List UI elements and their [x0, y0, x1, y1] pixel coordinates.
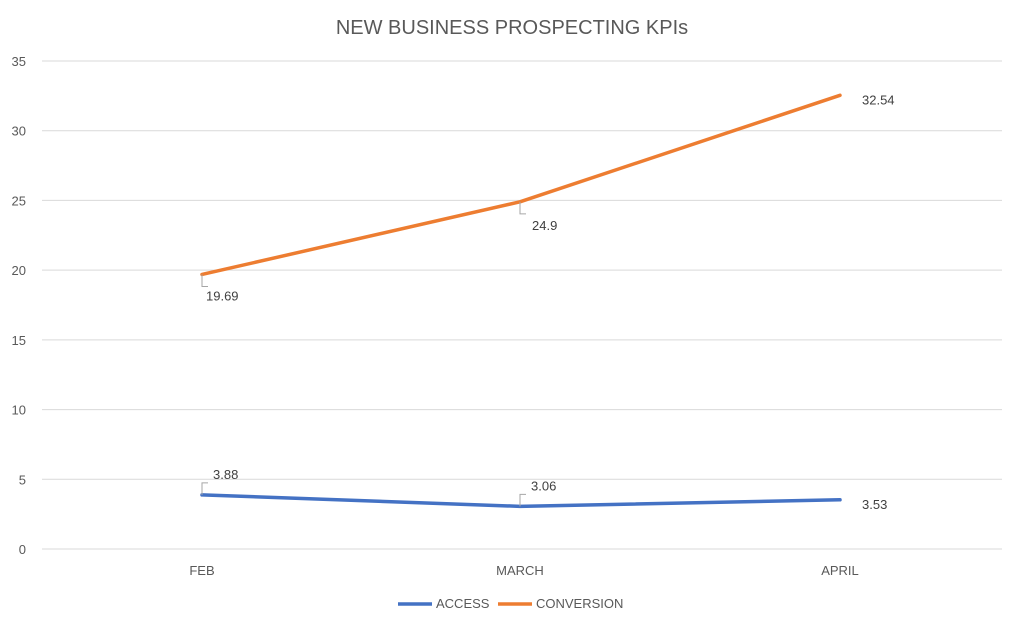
- leader-line-access-feb: [201, 482, 208, 495]
- data-label-conversion-feb: 19.69: [206, 288, 239, 303]
- data-label-access-march: 3.06: [531, 478, 556, 493]
- legend: ACCESS CONVERSION: [398, 596, 623, 611]
- legend-label-conversion: CONVERSION: [536, 596, 623, 611]
- leader-line-conversion-march: [519, 201, 526, 215]
- y-tick-label-35: 35: [12, 54, 26, 69]
- data-label-access-april: 3.53: [862, 497, 887, 512]
- y-tick-label-25: 25: [12, 193, 26, 208]
- series-line-conversion: [200, 93, 842, 277]
- x-axis-ticks: FEB MARCH APRIL: [189, 563, 858, 578]
- x-tick-label-march: MARCH: [496, 563, 544, 578]
- y-tick-label-0: 0: [19, 542, 26, 557]
- gridlines: [42, 60, 1002, 550]
- x-tick-label-april: APRIL: [821, 563, 859, 578]
- y-tick-label-10: 10: [12, 403, 26, 418]
- series-lines: [200, 93, 842, 509]
- leader-line-conversion-feb: [201, 274, 208, 287]
- leader-line-access-march: [519, 493, 526, 507]
- series-line-access: [200, 493, 842, 509]
- x-tick-label-feb: FEB: [189, 563, 214, 578]
- y-tick-label-15: 15: [12, 333, 26, 348]
- y-tick-label-5: 5: [19, 472, 26, 487]
- y-axis-ticks: 0 5 10 15 20 25 30 35: [12, 54, 26, 557]
- data-labels: 3.88 3.06 3.53 19.69 24.9 32.54: [201, 92, 895, 512]
- data-label-conversion-march: 24.9: [532, 218, 557, 233]
- data-label-conversion-april: 32.54: [862, 92, 895, 107]
- data-label-access-feb: 3.88: [213, 467, 238, 482]
- legend-label-access: ACCESS: [436, 596, 490, 611]
- y-tick-label-20: 20: [12, 263, 26, 278]
- y-tick-label-30: 30: [12, 124, 26, 139]
- chart-title: NEW BUSINESS PROSPECTING KPIs: [336, 17, 688, 39]
